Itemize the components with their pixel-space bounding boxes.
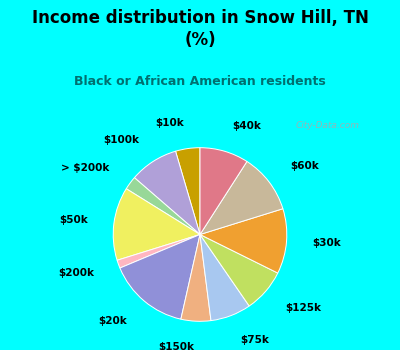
Text: Black or African American residents: Black or African American residents (74, 75, 326, 88)
Wedge shape (200, 234, 278, 306)
Text: $200k: $200k (58, 268, 94, 278)
Wedge shape (200, 209, 287, 273)
Wedge shape (200, 148, 247, 234)
Wedge shape (120, 234, 200, 319)
Text: > $200k: > $200k (61, 163, 109, 173)
Wedge shape (181, 234, 211, 321)
Wedge shape (113, 189, 200, 260)
Wedge shape (200, 161, 283, 234)
Wedge shape (176, 148, 200, 234)
Text: $75k: $75k (240, 335, 269, 345)
Text: $50k: $50k (59, 215, 88, 225)
Text: $150k: $150k (159, 342, 195, 350)
Text: $40k: $40k (232, 121, 261, 131)
Text: $60k: $60k (290, 161, 318, 171)
Wedge shape (117, 234, 200, 268)
Wedge shape (134, 151, 200, 234)
Text: City-Data.com: City-Data.com (296, 121, 360, 130)
Text: $125k: $125k (285, 303, 321, 313)
Text: $10k: $10k (155, 118, 184, 128)
Wedge shape (126, 178, 200, 235)
Text: $20k: $20k (99, 316, 128, 326)
Text: $30k: $30k (312, 238, 341, 248)
Text: Income distribution in Snow Hill, TN
(%): Income distribution in Snow Hill, TN (%) (32, 9, 368, 49)
Text: $100k: $100k (103, 134, 139, 145)
Wedge shape (200, 234, 249, 321)
